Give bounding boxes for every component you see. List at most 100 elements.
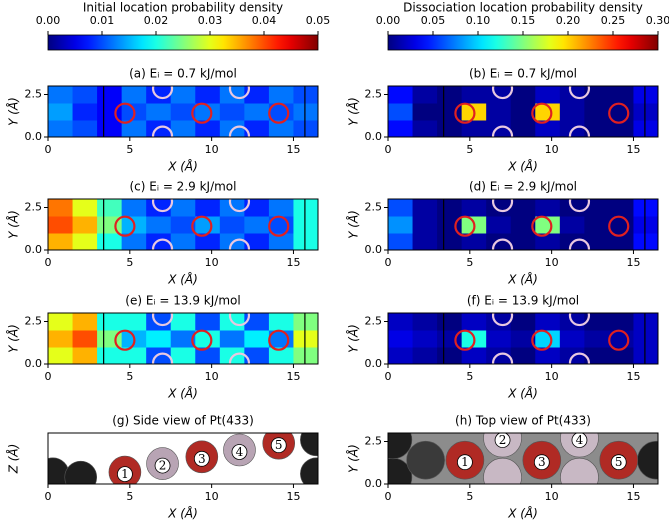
atom-label-bg <box>457 454 473 471</box>
panel <box>48 199 318 250</box>
heat-cell <box>584 199 610 217</box>
heat-cell <box>293 199 318 217</box>
x-tick-label: 0 <box>45 143 52 156</box>
y-axis-label: Y (Å) <box>346 97 361 126</box>
y-tick-label: 2.5 <box>365 435 383 448</box>
atom-label-bg <box>610 454 627 471</box>
atom-label-bg <box>270 437 287 454</box>
atom-label: 4 <box>576 433 584 447</box>
y-axis-label: Z (Å) <box>6 444 21 475</box>
heat-cell <box>72 313 98 331</box>
heat-cell <box>388 120 414 137</box>
heat-cell <box>584 347 610 364</box>
panel-title: (c) Eᵢ = 2.9 kJ/mol <box>130 180 237 194</box>
heat-cell <box>170 233 196 250</box>
x-tick-label: 5 <box>126 143 133 156</box>
panel <box>48 86 318 137</box>
heat-cell <box>170 313 196 331</box>
heat-cell <box>219 330 245 348</box>
colorbar-tick-label: 0.00 <box>36 14 61 27</box>
site-marker <box>228 199 251 213</box>
site-marker <box>114 102 136 124</box>
colorbar-tick-label: 0.15 <box>511 14 536 27</box>
heat-cell <box>97 347 123 364</box>
heat-cell <box>48 199 74 217</box>
heat-cell <box>388 86 414 104</box>
heat-cell <box>388 199 414 217</box>
atom-label: 5 <box>275 438 283 452</box>
heat-cell <box>633 86 658 104</box>
panel <box>48 313 318 364</box>
atom-label: 3 <box>538 455 546 469</box>
heat-cell <box>388 103 414 121</box>
site-marker <box>228 313 251 327</box>
colorbar-tick-label: 0.05 <box>421 14 446 27</box>
panel-title: (a) Eᵢ = 0.7 kJ/mol <box>129 67 237 81</box>
x-tick-label: 10 <box>545 143 559 156</box>
x-tick-label: 0 <box>45 256 52 269</box>
heat-cell <box>146 199 172 217</box>
site-marker <box>191 102 213 124</box>
heat-cell <box>584 330 610 348</box>
heat-cell <box>219 216 245 234</box>
x-tick-label: 15 <box>286 490 300 503</box>
heat-cell <box>146 330 172 348</box>
colorbar-tick-label: 0.20 <box>556 14 581 27</box>
x-tick-label: 0 <box>45 370 52 383</box>
site-marker <box>608 329 630 351</box>
heat-cell <box>608 86 634 104</box>
heat-cell <box>559 216 585 234</box>
colorbar-tick-label: 0.05 <box>306 14 331 27</box>
heat-cell <box>559 103 585 121</box>
heat-cell <box>388 330 414 348</box>
y-axis-label: Y (Å) <box>346 444 361 473</box>
heat-cell <box>535 86 561 104</box>
heat-cell <box>121 86 147 104</box>
site-marker <box>454 329 476 351</box>
site-marker <box>114 215 136 237</box>
panel-title: (d) Eᵢ = 2.9 kJ/mol <box>469 180 577 194</box>
site-marker <box>491 352 514 364</box>
heat-cell <box>195 199 221 217</box>
heat-cell <box>412 313 438 331</box>
atom-label: 2 <box>499 433 507 447</box>
heat-cell <box>170 330 196 348</box>
x-tick-label: 10 <box>545 370 559 383</box>
colorbar-tick-label: 0.04 <box>252 14 277 27</box>
colorbar-tick-label: 0.02 <box>144 14 169 27</box>
x-tick-label: 5 <box>126 490 133 503</box>
heat-cell <box>510 216 536 234</box>
panel-title: (b) Eᵢ = 0.7 kJ/mol <box>469 67 577 81</box>
heat-cell <box>244 120 270 137</box>
heat-cell <box>146 86 172 104</box>
heat-cell <box>72 120 98 137</box>
heat-cell <box>608 120 634 137</box>
site-marker <box>191 215 213 237</box>
x-tick-label: 5 <box>126 256 133 269</box>
panel-frame <box>387 85 659 138</box>
x-tick-label: 15 <box>286 256 300 269</box>
y-tick-label: 2.5 <box>365 315 383 328</box>
site-marker <box>568 313 591 327</box>
x-tick-label: 10 <box>545 490 559 503</box>
heat-cell <box>412 120 438 137</box>
heat-cell <box>268 86 294 104</box>
heat-cell <box>510 233 536 250</box>
panel: 1 2 3 4 5 <box>48 433 318 484</box>
heat-cell <box>121 313 147 331</box>
y-tick-label: 0.0 <box>365 477 383 490</box>
panel-title: (f) Eᵢ = 13.9 kJ/mol <box>467 294 579 308</box>
heat-cell <box>244 233 270 250</box>
x-axis-label: X (Å) <box>167 386 198 401</box>
heat-cell <box>293 330 318 348</box>
heat-cell <box>633 347 658 364</box>
heat-cell <box>412 330 438 348</box>
panel-frame <box>387 432 659 485</box>
y-tick-label: 0.0 <box>365 357 383 370</box>
site-marker <box>228 125 251 137</box>
heat-cell <box>72 330 98 348</box>
heat-cell <box>412 103 438 121</box>
heat-cell <box>437 199 463 217</box>
panel-title: (e) Eᵢ = 13.9 kJ/mol <box>125 294 240 308</box>
